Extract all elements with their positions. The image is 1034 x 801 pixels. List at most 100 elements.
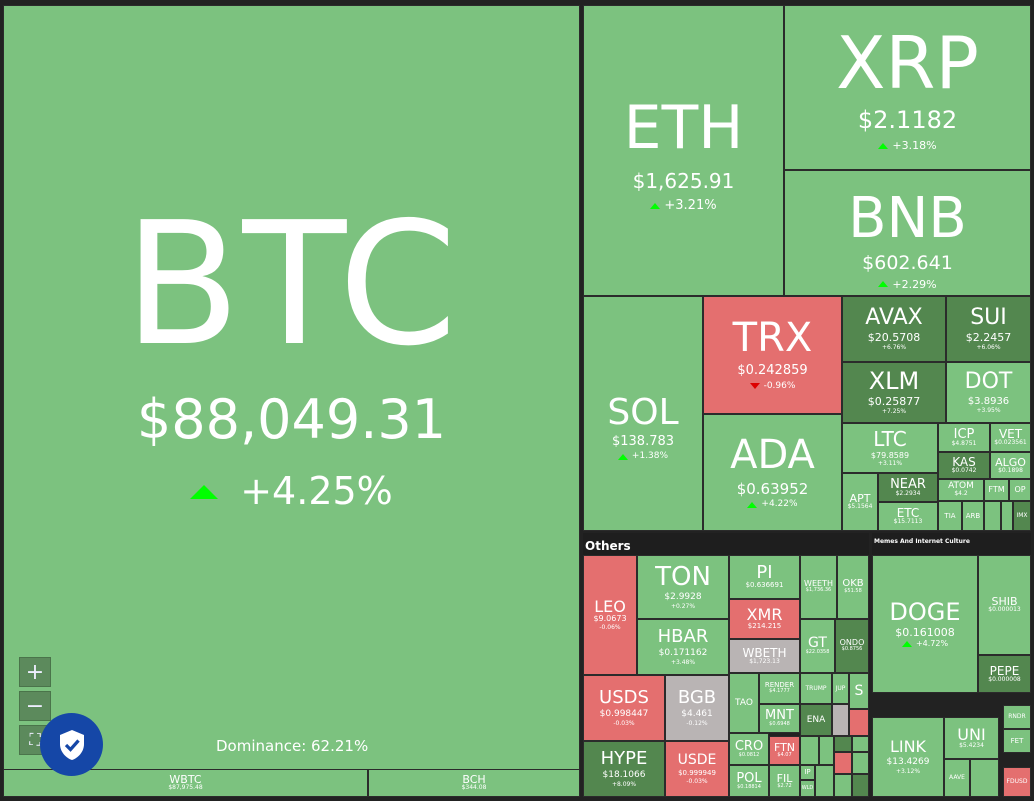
tile-sol[interactable]: SOL $138.783 +1.38% <box>583 296 703 531</box>
tile-algo[interactable]: ALGO $0.1898 <box>990 452 1031 479</box>
tile-ena[interactable]: ENA <box>800 704 832 736</box>
tile-render[interactable]: RENDER $4.1777 <box>759 673 800 704</box>
tile-price: $2.2934 <box>895 489 921 497</box>
tile-rndr[interactable]: RNDR <box>1003 705 1031 729</box>
tile-jup[interactable]: JUP <box>832 673 849 704</box>
tile-price: $51.58 <box>844 588 862 595</box>
tile-leo[interactable]: LEO $9.0673 -0.06% <box>583 555 637 675</box>
tile-imx[interactable]: IMX <box>1013 501 1031 531</box>
tile-ftm[interactable]: FTM <box>984 479 1009 501</box>
tile-small-b[interactable] <box>1001 501 1013 531</box>
zoom-out-button[interactable]: − <box>19 691 51 721</box>
tile-small-m[interactable] <box>852 774 869 797</box>
tile-atom[interactable]: ATOM $4.2 <box>938 479 984 501</box>
tile-usds[interactable]: USDS $0.998447 -0.03% <box>583 675 665 741</box>
tile-small-k[interactable] <box>852 752 869 774</box>
tile-symbol: MNT <box>765 708 794 724</box>
tile-bnb[interactable]: BNB $602.641 +2.29% <box>784 170 1031 296</box>
shield-check-icon[interactable] <box>40 713 103 776</box>
tile-link[interactable]: LINK $13.4269 +3.12% <box>872 717 944 797</box>
tile-wld[interactable]: WLD <box>800 780 815 797</box>
tile-price: $2.72 <box>777 782 792 789</box>
tile-etc[interactable]: ETC $15.7113 <box>878 502 938 531</box>
tile-symbol: ETC <box>896 506 920 521</box>
tile-bgb[interactable]: BGB $4.461 -0.12% <box>665 675 729 741</box>
tile-xmr[interactable]: XMR $214.215 <box>729 599 800 639</box>
tile-price: $0.636691 <box>745 581 784 590</box>
tile-symbol: SHIB <box>991 595 1018 609</box>
tile-bch[interactable]: BCH $344.08 <box>368 769 580 797</box>
tile-small-g[interactable] <box>834 736 852 752</box>
tile-symbol: FET <box>1010 736 1024 745</box>
tile-doge[interactable]: DOGE $0.161008 +4.72% <box>872 555 978 693</box>
tile-eth[interactable]: ETH $1,625.91 +3.21% <box>583 5 784 296</box>
tile-ton[interactable]: TON $2.9928 +0.27% <box>637 555 729 619</box>
tile-kas[interactable]: KAS $0.0742 <box>938 452 990 479</box>
tile-small-i[interactable] <box>815 765 834 797</box>
tile-ada[interactable]: ADA $0.63952 +4.22% <box>703 414 842 531</box>
tile-pepe[interactable]: PEPE $0.000008 <box>978 655 1031 693</box>
tile-tao[interactable]: TAO <box>729 673 759 733</box>
tile-small-f[interactable] <box>819 736 834 765</box>
others-header: Others <box>583 533 869 555</box>
tile-wbeth[interactable]: WBETH $1,723.13 <box>729 639 800 673</box>
tile-hbar[interactable]: HBAR $0.171162 +3.48% <box>637 619 729 675</box>
tile-price: $344.08 <box>461 784 487 792</box>
tile-small-l[interactable] <box>834 774 852 797</box>
tile-change: +3.18% <box>878 139 937 152</box>
tile-small-a[interactable] <box>984 501 1001 531</box>
tile-tia[interactable]: TIA <box>938 501 962 531</box>
tile-pi[interactable]: PI $0.636691 <box>729 555 800 599</box>
tile-arb[interactable]: ARB <box>962 501 984 531</box>
tile-price: $602.641 <box>862 251 953 274</box>
tile-trx[interactable]: TRX $0.242859 -0.96% <box>703 296 842 414</box>
tile-symbol: USDE <box>677 752 717 769</box>
tile-price: $1,723.13 <box>749 657 780 665</box>
tile-fil[interactable]: FIL $2.72 <box>769 765 800 797</box>
tile-shib[interactable]: SHIB $0.000013 <box>978 555 1031 655</box>
tile-xlm[interactable]: XLM $0.25877 +7.25% <box>842 362 946 423</box>
tile-icp[interactable]: ICP $4.8751 <box>938 423 990 452</box>
tile-change: +3.21% <box>650 198 717 214</box>
tile-trump[interactable]: TRUMP <box>800 673 832 704</box>
tile-small-e[interactable] <box>800 736 819 765</box>
tile-op[interactable]: OP <box>1009 479 1031 501</box>
tile-apt[interactable]: APT $5.1564 <box>842 473 878 531</box>
tile-hype[interactable]: HYPE $18.1066 +8.09% <box>583 741 665 797</box>
tile-small-d[interactable] <box>849 709 869 736</box>
tile-symbol: XLM <box>868 367 920 396</box>
tile-s[interactable]: S <box>849 673 869 709</box>
tile-near[interactable]: NEAR $2.2934 <box>878 473 938 502</box>
tile-cro[interactable]: CRO $0.0812 <box>729 733 769 765</box>
tile-weeth[interactable]: WEETH $1,736.36 <box>800 555 837 619</box>
tile-small-n[interactable] <box>970 759 999 797</box>
tile-okb[interactable]: OKB $51.58 <box>837 555 869 619</box>
tile-ondo[interactable]: ONDO $0.8756 <box>835 619 869 673</box>
tile-usde[interactable]: USDE $0.999949 -0.03% <box>665 741 729 797</box>
tile-aave[interactable]: AAVE <box>944 759 970 797</box>
tile-price: $13.4269 <box>886 756 930 767</box>
tile-pol[interactable]: POL $0.18814 <box>729 765 769 797</box>
tile-btc[interactable]: BTC $88,049.31 +4.25% <box>3 5 580 770</box>
tile-ltc[interactable]: LTC $79.8589 +3.11% <box>842 423 938 473</box>
tile-vet[interactable]: VET $0.023561 <box>990 423 1031 452</box>
tile-mnt[interactable]: MNT $0.6948 <box>759 704 800 733</box>
tile-price: $0.0742 <box>951 467 977 475</box>
tile-sui[interactable]: SUI $2.2457 +6.06% <box>946 296 1031 362</box>
tile-xrp[interactable]: XRP $2.1182 +3.18% <box>784 5 1031 170</box>
tile-fdusd[interactable]: FDUSD <box>1003 767 1031 797</box>
arrow-up-icon <box>901 640 912 647</box>
tile-dot[interactable]: DOT $3.8936 +3.95% <box>946 362 1031 423</box>
zoom-in-button[interactable]: + <box>19 657 51 687</box>
tile-fet[interactable]: FET <box>1003 729 1031 753</box>
tile-small-h[interactable] <box>852 736 869 752</box>
tile-ftn[interactable]: FTN $4.07 <box>769 736 800 765</box>
tile-uni[interactable]: UNI $5.4234 <box>944 717 999 759</box>
tile-ip[interactable]: IP <box>800 765 815 780</box>
tile-small-j[interactable] <box>834 752 852 774</box>
tile-avax[interactable]: AVAX $20.5708 +6.76% <box>842 296 946 362</box>
tile-gt[interactable]: GT $22.0358 <box>800 619 835 673</box>
arrow-up-icon <box>617 453 628 460</box>
tile-small-c[interactable] <box>832 704 849 736</box>
tile-change: -0.03% <box>686 777 708 785</box>
